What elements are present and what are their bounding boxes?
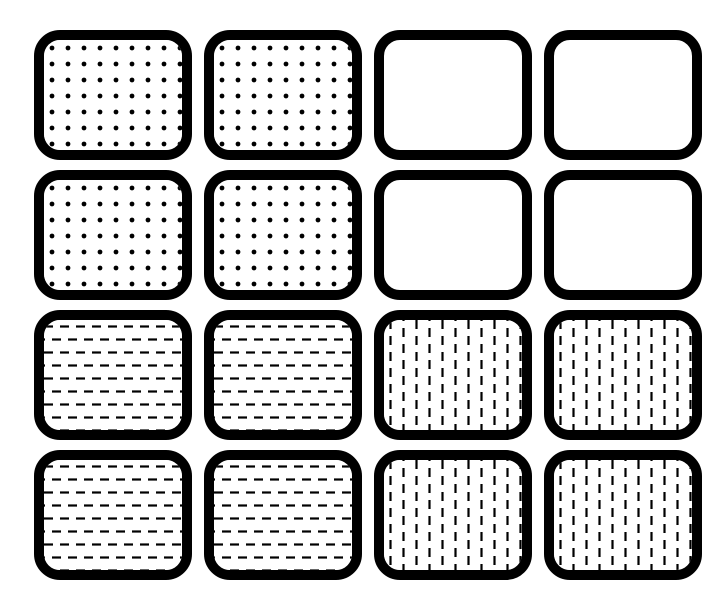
h_dashes-fill [214,460,352,570]
grid-cell [34,450,192,580]
dots-fill [44,180,182,290]
h_dashes-fill [44,460,182,570]
grid-cell [544,310,702,440]
v_dashes-fill [554,320,692,430]
grid-cell [544,450,702,580]
grid-cell [204,310,362,440]
grid-cell [544,30,702,160]
v_dashes-fill [384,320,522,430]
dots-fill [214,180,352,290]
grid-cell [34,310,192,440]
grid-cell [34,170,192,300]
pattern-grid [0,0,709,596]
grid-cell [34,30,192,160]
grid-cell [204,450,362,580]
grid-cell [544,170,702,300]
grid-cell [374,170,532,300]
v_dashes-fill [554,460,692,570]
dots-fill [44,40,182,150]
dots-fill [214,40,352,150]
h_dashes-fill [44,320,182,430]
grid-cell [204,30,362,160]
h_dashes-fill [214,320,352,430]
v_dashes-fill [384,460,522,570]
grid-cell [374,310,532,440]
grid-cell [204,170,362,300]
grid-cell [374,450,532,580]
grid-cell [374,30,532,160]
